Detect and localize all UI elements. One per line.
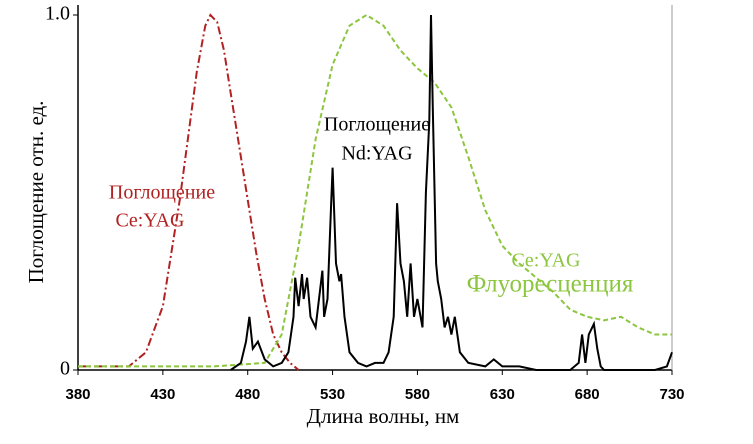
x-tick-label: 480 (235, 386, 260, 403)
y-tick-label: 0 (60, 358, 70, 380)
series-line (78, 13, 672, 368)
annotation: Ce:YAG (512, 250, 581, 272)
x-tick-label: 530 (320, 386, 345, 403)
y-axis-label: Поглощение отн. ед. (24, 101, 48, 284)
x-tick-label: 630 (490, 386, 515, 403)
annotation: Ce:YAG (116, 210, 185, 232)
x-tick-label: 680 (575, 386, 600, 403)
x-tick-label: 730 (659, 386, 684, 403)
x-tick-label: 380 (65, 386, 90, 403)
annotation: Nd:YAG (341, 143, 412, 165)
annotation: Поглощение (109, 182, 215, 204)
y-tick-label: 1.0 (45, 3, 70, 25)
series-line (230, 14, 673, 371)
series-line (78, 13, 300, 371)
x-tick-label: 580 (405, 386, 430, 403)
x-axis-label: Длина волны, нм (307, 404, 460, 428)
x-tick-label: 430 (150, 386, 175, 403)
annotation: Поглощение (324, 114, 430, 136)
annotation: Флуоресценция (467, 271, 634, 298)
